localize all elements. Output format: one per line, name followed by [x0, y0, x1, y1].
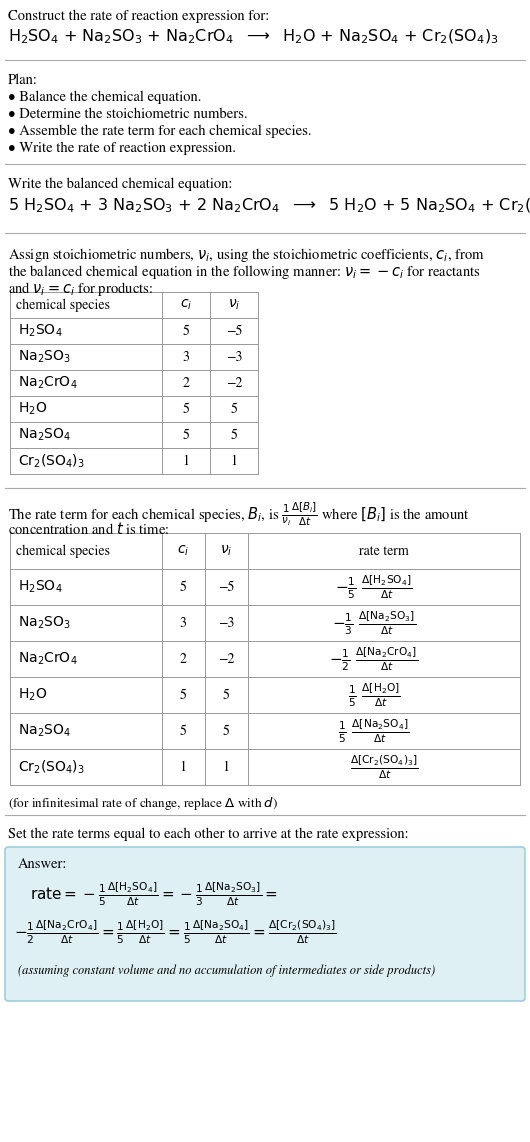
Text: 5: 5: [223, 689, 229, 701]
Text: Answer:: Answer:: [18, 858, 67, 871]
Text: $\mathregular{Na_2SO_3}$: $\mathregular{Na_2SO_3}$: [18, 614, 71, 632]
Text: $\mathrm{rate} = -\frac{1}{5}\frac{\Delta[\mathrm{H_2SO_4}]}{\Delta t}= -\frac{1: $\mathrm{rate} = -\frac{1}{5}\frac{\Delt…: [30, 880, 278, 908]
Text: −2: −2: [218, 652, 234, 666]
Text: Construct the rate of reaction expression for:: Construct the rate of reaction expressio…: [8, 10, 269, 23]
Text: $\mathregular{H_2O}$: $\mathregular{H_2O}$: [18, 401, 47, 417]
Text: Write the balanced chemical equation:: Write the balanced chemical equation:: [8, 178, 232, 192]
Text: (for infinitesimal rate of change, replace $\Delta$ with $d$): (for infinitesimal rate of change, repla…: [8, 795, 278, 812]
Text: 3: 3: [182, 351, 190, 363]
Text: $\mathregular{Na_2CrO_4}$: $\mathregular{Na_2CrO_4}$: [18, 651, 77, 667]
Text: $\mathregular{H_2SO_4}$: $\mathregular{H_2SO_4}$: [18, 579, 63, 595]
Text: and $\nu_i = c_i$ for products:: and $\nu_i = c_i$ for products:: [8, 280, 153, 298]
Text: $\mathregular{Cr_2(SO_4)_3}$: $\mathregular{Cr_2(SO_4)_3}$: [18, 758, 85, 775]
Text: 5: 5: [182, 324, 189, 338]
Text: −5: −5: [218, 580, 234, 594]
Text: 5: 5: [180, 724, 187, 738]
Text: $c_i$: $c_i$: [180, 298, 192, 312]
Text: (assuming constant volume and no accumulation of intermediates or side products): (assuming constant volume and no accumul…: [18, 964, 435, 976]
Text: $-\frac{1}{3}$ $\frac{\Delta[\mathrm{Na_2SO_3}]}{\Delta t}$: $-\frac{1}{3}$ $\frac{\Delta[\mathrm{Na_…: [332, 609, 416, 637]
Text: $\mathregular{Na_2SO_3}$: $\mathregular{Na_2SO_3}$: [18, 348, 71, 365]
Text: −3: −3: [226, 351, 242, 363]
Text: $-\frac{1}{5}$ $\frac{\Delta[\mathrm{H_2SO_4}]}{\Delta t}$: $-\frac{1}{5}$ $\frac{\Delta[\mathrm{H_2…: [335, 573, 413, 601]
Text: 2: 2: [182, 377, 190, 389]
Text: $\mathregular{5\ H_2SO_4}$ $+$ $\mathregular{3\ Na_2SO_3}$ $+$ $\mathregular{2\ : $\mathregular{5\ H_2SO_4}$ $+$ $\mathreg…: [8, 198, 530, 216]
Text: Set the rate terms equal to each other to arrive at the rate expression:: Set the rate terms equal to each other t…: [8, 828, 409, 842]
Text: The rate term for each chemical species, $B_i$, is $\frac{1}{\nu_i}\frac{\Delta[: The rate term for each chemical species,…: [8, 501, 470, 529]
Text: • Write the rate of reaction expression.: • Write the rate of reaction expression.: [8, 142, 236, 155]
Text: $\nu_i$: $\nu_i$: [220, 544, 232, 558]
Text: Assign stoichiometric numbers, $\nu_i$, using the stoichiometric coefficients, $: Assign stoichiometric numbers, $\nu_i$, …: [8, 246, 485, 264]
Text: Plan:: Plan:: [8, 74, 38, 88]
Text: 5: 5: [223, 724, 229, 738]
Text: 5: 5: [180, 689, 187, 701]
Text: 5: 5: [180, 580, 187, 594]
Text: $\mathregular{H_2O}$: $\mathregular{H_2O}$: [18, 686, 47, 703]
Text: 1: 1: [182, 455, 190, 468]
Text: 5: 5: [182, 428, 189, 442]
Text: rate term: rate term: [359, 545, 409, 557]
Text: $\mathregular{Na_2CrO_4}$: $\mathregular{Na_2CrO_4}$: [18, 375, 77, 392]
Text: $-\frac{1}{2}$ $\frac{\Delta[\mathrm{Na_2CrO_4}]}{\Delta t}$: $-\frac{1}{2}$ $\frac{\Delta[\mathrm{Na_…: [330, 645, 419, 673]
Text: $\frac{1}{5}$ $\frac{\Delta[\mathrm{Na_2SO_4}]}{\Delta t}$: $\frac{1}{5}$ $\frac{\Delta[\mathrm{Na_2…: [338, 717, 410, 745]
Text: chemical species: chemical species: [16, 545, 110, 557]
Text: −3: −3: [218, 617, 234, 629]
Text: $\nu_i$: $\nu_i$: [228, 298, 240, 312]
Text: 5: 5: [182, 402, 189, 416]
Text: 1: 1: [180, 761, 187, 773]
Text: 1: 1: [223, 761, 229, 773]
Text: • Assemble the rate term for each chemical species.: • Assemble the rate term for each chemic…: [8, 124, 312, 138]
Text: the balanced chemical equation in the following manner: $\nu_i = -c_i$ for react: the balanced chemical equation in the fo…: [8, 263, 481, 281]
FancyBboxPatch shape: [5, 847, 525, 1002]
Text: $\frac{\Delta[\mathrm{Cr_2(SO_4)_3}]}{\Delta t}$: $\frac{\Delta[\mathrm{Cr_2(SO_4)_3}]}{\D…: [350, 754, 418, 781]
Text: 3: 3: [180, 617, 187, 629]
Text: $\mathregular{Na_2SO_4}$: $\mathregular{Na_2SO_4}$: [18, 427, 71, 443]
Text: 5: 5: [231, 402, 237, 416]
Text: 5: 5: [231, 428, 237, 442]
Text: −5: −5: [226, 324, 242, 338]
Text: $c_i$: $c_i$: [177, 544, 189, 558]
Text: −2: −2: [226, 377, 242, 389]
Text: • Determine the stoichiometric numbers.: • Determine the stoichiometric numbers.: [8, 108, 248, 121]
Text: $-\frac{1}{2}\frac{\Delta[\mathrm{Na_2CrO_4}]}{\Delta t}= \frac{1}{5}\frac{\Delt: $-\frac{1}{2}\frac{\Delta[\mathrm{Na_2Cr…: [14, 918, 337, 946]
Text: 1: 1: [231, 455, 237, 468]
Text: $\mathregular{Cr_2(SO_4)_3}$: $\mathregular{Cr_2(SO_4)_3}$: [18, 452, 85, 469]
Text: $\frac{1}{5}$ $\frac{\Delta[\mathrm{H_2O}]}{\Delta t}$: $\frac{1}{5}$ $\frac{\Delta[\mathrm{H_2O…: [348, 681, 400, 709]
Text: • Balance the chemical equation.: • Balance the chemical equation.: [8, 91, 201, 104]
Text: concentration and $t$ is time:: concentration and $t$ is time:: [8, 521, 170, 537]
Text: $\mathregular{H_2SO_4}$ $+$ $\mathregular{Na_2SO_3}$ $+$ $\mathregular{Na_2CrO_4: $\mathregular{H_2SO_4}$ $+$ $\mathregula…: [8, 29, 499, 47]
Text: 2: 2: [180, 652, 187, 666]
Text: $\mathregular{H_2SO_4}$: $\mathregular{H_2SO_4}$: [18, 323, 63, 339]
Text: chemical species: chemical species: [16, 298, 110, 312]
Text: $\mathregular{Na_2SO_4}$: $\mathregular{Na_2SO_4}$: [18, 723, 71, 739]
